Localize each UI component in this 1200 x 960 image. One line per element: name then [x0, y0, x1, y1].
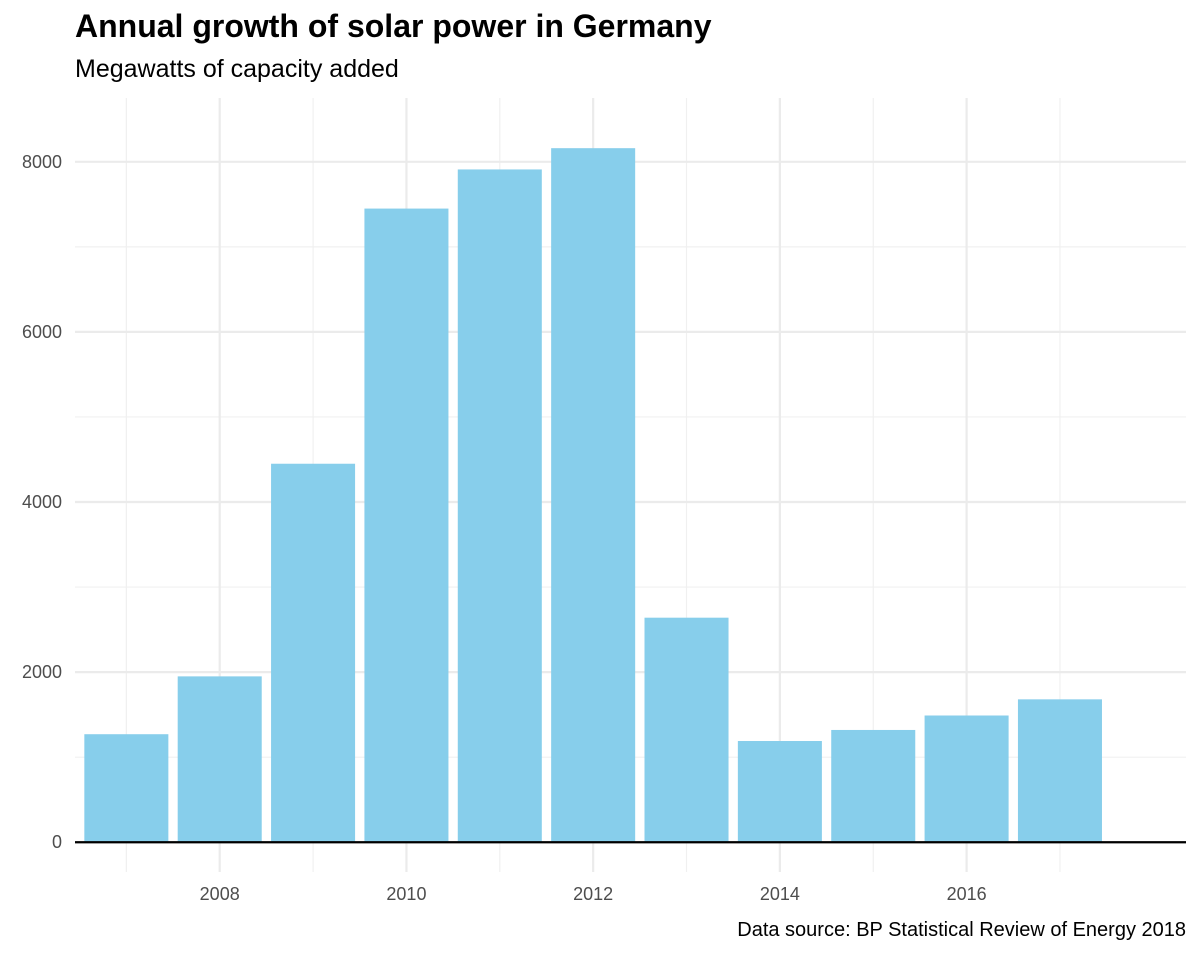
y-tick-label: 6000 — [22, 322, 62, 342]
chart-subtitle: Megawatts of capacity added — [75, 55, 399, 83]
y-tick-label: 4000 — [22, 492, 62, 512]
bar — [551, 148, 636, 843]
x-tick-labels: 2008 2010 2012 2014 2016 — [200, 884, 987, 904]
y-tick-label: 0 — [52, 832, 62, 852]
bar — [1017, 699, 1102, 843]
x-tick-label: 2008 — [200, 884, 240, 904]
bar — [457, 169, 542, 843]
x-tick-label: 2014 — [760, 884, 800, 904]
bar — [644, 617, 729, 843]
bar — [271, 463, 356, 843]
y-tick-labels: 0 2000 4000 6000 8000 — [22, 152, 62, 852]
chart-title: Annual growth of solar power in Germany — [75, 8, 712, 44]
bar — [177, 676, 262, 843]
bar — [924, 715, 1009, 843]
x-tick-label: 2010 — [386, 884, 426, 904]
y-tick-label: 2000 — [22, 662, 62, 682]
bar — [831, 729, 916, 843]
bar — [364, 208, 449, 843]
bar — [84, 734, 169, 843]
bar — [737, 741, 822, 843]
bars — [84, 148, 1102, 843]
chart-caption: Data source: BP Statistical Review of En… — [737, 919, 1186, 941]
x-tick-label: 2012 — [573, 884, 613, 904]
x-tick-label: 2016 — [947, 884, 987, 904]
y-tick-label: 8000 — [22, 152, 62, 172]
